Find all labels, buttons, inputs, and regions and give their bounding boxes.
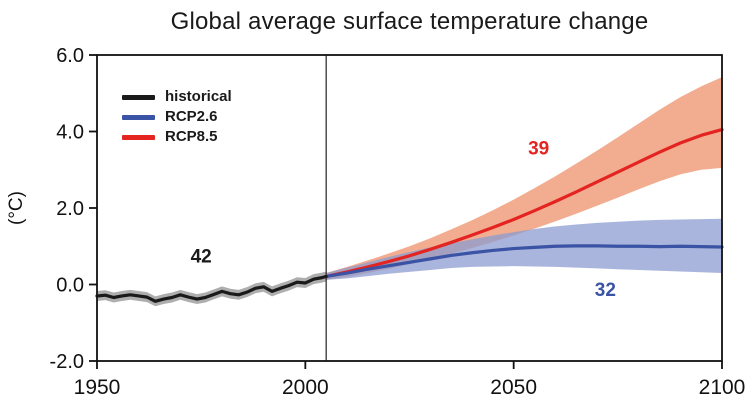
rcp85-line-swatch bbox=[122, 134, 155, 140]
legend-label-historical: historical bbox=[165, 88, 232, 105]
legend-item-rcp26: RCP2.6 bbox=[122, 107, 232, 127]
mean-line-historical bbox=[95, 274, 328, 303]
rcp26-line-swatch bbox=[122, 114, 155, 120]
legend-label-rcp26: RCP2.6 bbox=[165, 108, 218, 125]
legend-item-historical: historical bbox=[122, 87, 232, 107]
y-tick-label: 6.0 bbox=[56, 45, 84, 67]
chart-title: Global average surface temperature chang… bbox=[170, 8, 649, 35]
x-tick-label: 2050 bbox=[490, 376, 537, 399]
x-tick-label: 1950 bbox=[74, 376, 121, 399]
legend: historical RCP2.6 RCP8.5 bbox=[122, 87, 232, 147]
y-tick-label: 0.0 bbox=[56, 275, 84, 297]
annotation-39: 39 bbox=[528, 138, 549, 159]
x-tick-label: 2000 bbox=[282, 376, 329, 399]
mean-line-RCP8.5 bbox=[324, 127, 724, 279]
y-tick-label: 4.0 bbox=[56, 122, 84, 144]
mean-line-RCP2.6 bbox=[324, 244, 724, 279]
x-tick-label: 2100 bbox=[699, 376, 746, 399]
uncertainty-band-RCP8.5 bbox=[326, 77, 722, 280]
y-tick-label: -2.0 bbox=[50, 351, 84, 373]
uncertainty-band-historical bbox=[97, 271, 327, 307]
annotation-42: 42 bbox=[191, 246, 212, 267]
annotation-32: 32 bbox=[595, 280, 616, 301]
historical-line-swatch bbox=[122, 94, 155, 100]
y-tick-label: 2.0 bbox=[56, 198, 84, 220]
legend-item-rcp85: RCP8.5 bbox=[122, 127, 232, 147]
y-axis-label: (°C) bbox=[6, 191, 27, 225]
legend-label-rcp85: RCP8.5 bbox=[165, 128, 218, 145]
